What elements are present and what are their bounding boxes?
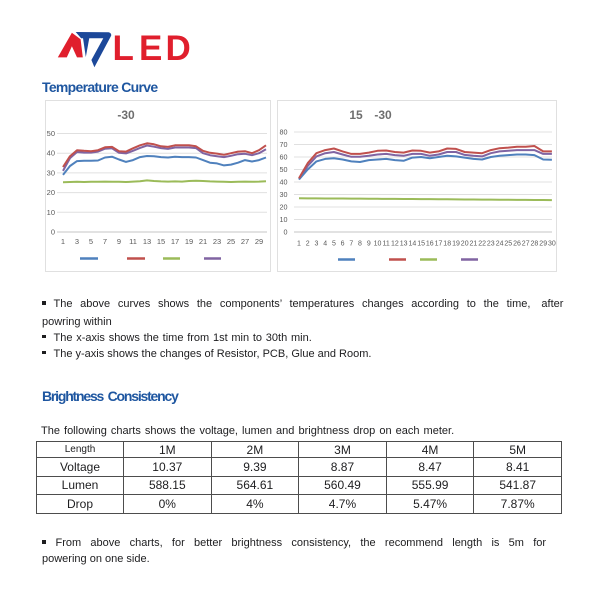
svg-text:E: E [139,29,162,68]
svg-text:15: 15 [417,241,425,248]
svg-text:0: 0 [284,228,288,237]
svg-text:7: 7 [349,241,353,248]
svg-text:4: 4 [323,241,327,248]
svg-text:-30: -30 [374,108,392,122]
svg-text:7: 7 [103,237,107,246]
svg-text:10: 10 [47,208,55,217]
svg-text:5: 5 [89,237,93,246]
svg-text:11: 11 [383,241,390,248]
svg-text:20: 20 [280,203,288,212]
svg-text:19: 19 [185,237,193,246]
svg-text:12: 12 [391,241,399,248]
svg-text:28: 28 [531,241,539,248]
svg-text:24: 24 [496,241,504,248]
svg-text:6: 6 [341,241,345,248]
svg-text:30: 30 [280,190,288,199]
svg-text:29: 29 [539,241,547,248]
svg-text:3: 3 [75,237,79,246]
svg-text:80: 80 [280,128,288,137]
svg-text:15: 15 [349,108,363,122]
svg-text:16: 16 [426,241,434,248]
svg-text:-30: -30 [117,108,135,122]
svg-text:25: 25 [227,237,235,246]
svg-text:11: 11 [129,237,137,246]
svg-text:10: 10 [374,241,382,248]
svg-text:50: 50 [280,165,288,174]
svg-text:30: 30 [548,241,556,248]
svg-text:2: 2 [306,241,310,248]
svg-text:26: 26 [513,241,521,248]
svg-text:21: 21 [199,237,207,246]
svg-text:5: 5 [332,241,336,248]
svg-text:21: 21 [470,241,478,248]
svg-text:70: 70 [280,140,288,149]
svg-text:23: 23 [213,237,221,246]
svg-text:14: 14 [409,241,417,248]
svg-text:27: 27 [522,241,530,248]
svg-text:13: 13 [400,241,408,248]
svg-text:19: 19 [452,241,460,248]
svg-text:50: 50 [47,129,55,138]
svg-text:20: 20 [47,188,55,197]
svg-text:15: 15 [157,237,165,246]
svg-text:1: 1 [297,241,301,248]
svg-text:18: 18 [443,241,451,248]
svg-text:60: 60 [280,153,288,162]
svg-text:20: 20 [461,241,469,248]
svg-text:3: 3 [314,241,318,248]
svg-text:40: 40 [47,149,55,158]
svg-text:1: 1 [61,237,65,246]
svg-text:8: 8 [358,241,362,248]
svg-text:10: 10 [280,215,288,224]
svg-text:17: 17 [435,241,443,248]
svg-text:D: D [166,29,191,68]
svg-text:29: 29 [255,237,263,246]
svg-text:22: 22 [478,241,486,248]
svg-text:9: 9 [367,241,371,248]
svg-text:17: 17 [171,237,179,246]
svg-text:40: 40 [280,178,288,187]
svg-text:L: L [113,29,134,68]
svg-text:13: 13 [143,237,151,246]
svg-text:30: 30 [47,168,55,177]
svg-text:9: 9 [117,237,121,246]
svg-text:0: 0 [51,228,55,237]
svg-text:25: 25 [504,241,512,248]
svg-text:27: 27 [241,237,249,246]
svg-text:23: 23 [487,241,495,248]
